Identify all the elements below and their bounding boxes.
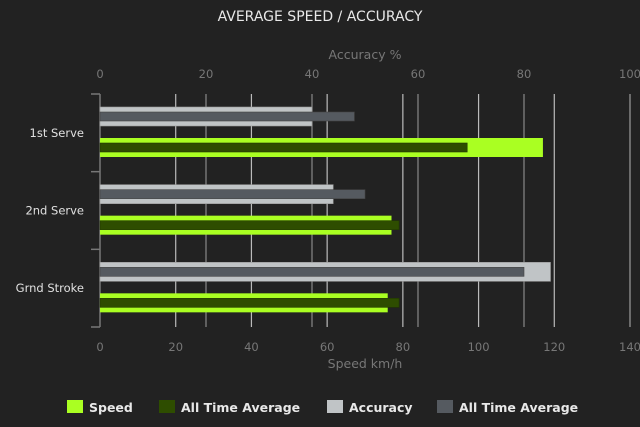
category-label: 2nd Serve	[25, 204, 84, 218]
legend-swatch	[159, 400, 175, 413]
speed-axis-label: Speed km/h	[328, 356, 403, 371]
accuracy-average-bar	[99, 111, 355, 122]
accuracy-tick-label: 80	[517, 67, 532, 81]
legend-label[interactable]: All Time Average	[459, 400, 578, 415]
speed-tick-label: 20	[168, 340, 183, 354]
accuracy-tick-label: 60	[411, 67, 426, 81]
legend-swatch	[67, 400, 83, 413]
accuracy-tick-label: 40	[305, 67, 320, 81]
speed-tick-label: 60	[320, 340, 335, 354]
speed-tick-label: 120	[543, 340, 565, 354]
category-label: Grnd Stroke	[16, 281, 84, 295]
speed-tick-label: 40	[244, 340, 259, 354]
accuracy-axis-label: Accuracy %	[329, 47, 402, 62]
legend-swatch	[327, 400, 343, 413]
speed-tick-label: 80	[396, 340, 411, 354]
accuracy-average-bar	[99, 267, 525, 277]
category-label: 1st Serve	[30, 126, 84, 140]
chart-title: AVERAGE SPEED / ACCURACY	[218, 9, 423, 25]
speed-tick-label: 100	[468, 340, 490, 354]
legend-label[interactable]: Accuracy	[349, 400, 413, 415]
accuracy-tick-label: 100	[619, 67, 640, 81]
legend-label[interactable]: All Time Average	[181, 400, 300, 415]
speed-tick-label: 140	[619, 340, 640, 354]
speed-tick-label: 0	[96, 340, 103, 354]
legend-swatch	[437, 400, 453, 413]
accuracy-tick-label: 0	[96, 67, 103, 81]
legend-label[interactable]: Speed	[89, 400, 133, 415]
speed-average-bar	[99, 298, 400, 308]
speed-average-bar	[99, 142, 468, 153]
accuracy-average-bar	[99, 189, 366, 199]
accuracy-tick-label: 20	[199, 67, 214, 81]
speed-average-bar	[99, 220, 400, 230]
